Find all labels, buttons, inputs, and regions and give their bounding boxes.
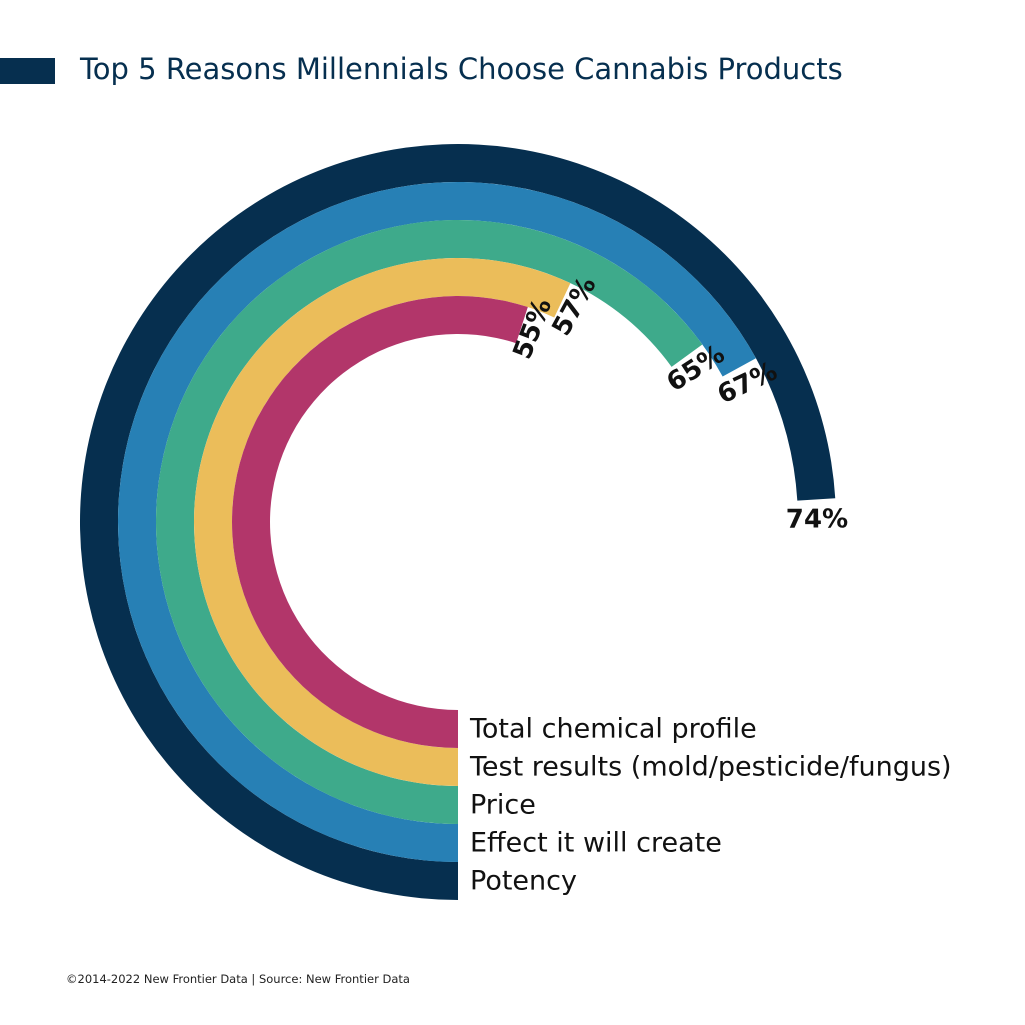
chart-title: Top 5 Reasons Millennials Choose Cannabi… — [80, 52, 843, 86]
title-accent-bar — [0, 58, 55, 84]
category-label-price: Price — [470, 790, 536, 821]
footer-source: ©2014-2022 New Frontier Data | Source: N… — [66, 972, 410, 986]
category-label-total-chemical-profile: Total chemical profile — [469, 714, 757, 745]
category-label-potency: Potency — [470, 866, 577, 897]
category-label-test-results-mold-pesticide-fungus: Test results (mold/pesticide/fungus) — [469, 752, 952, 783]
arc-total-chemical-profile — [232, 296, 528, 748]
value-label-potency: 74% — [786, 504, 848, 534]
category-label-effect-it-will-create: Effect it will create — [470, 828, 722, 859]
